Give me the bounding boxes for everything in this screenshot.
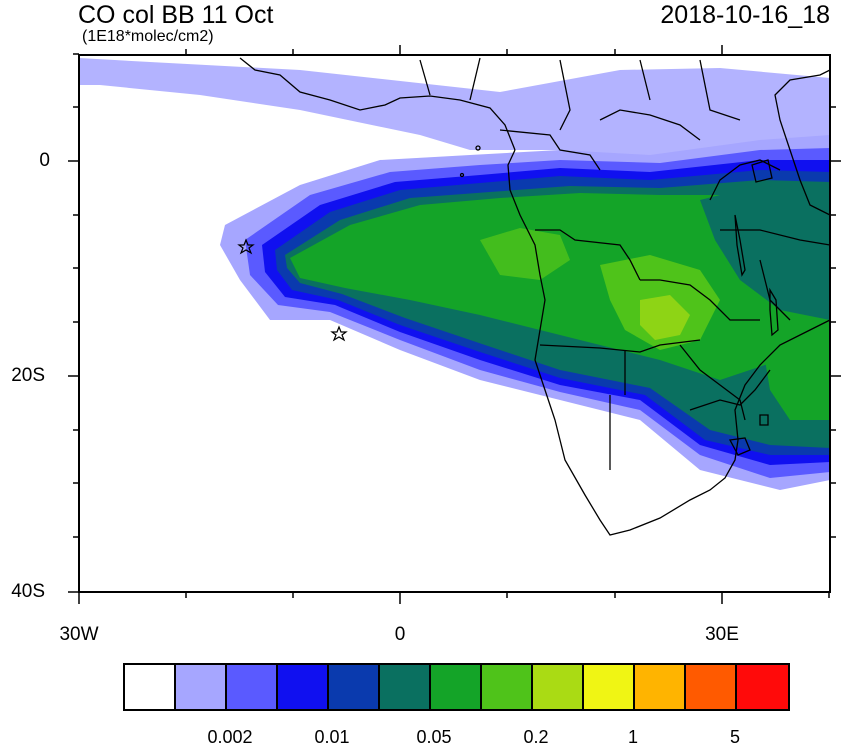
plume-north-light [79,58,830,170]
plume-11 [480,228,570,280]
y-tick-label: 0 [39,150,50,171]
border-14 [469,57,481,101]
colorbar-label: 0.05 [416,727,452,747]
colorbar-box [125,665,176,709]
lake-victoria [751,159,773,183]
x-tick-label: 0 [394,624,406,645]
map-datetime: 2018-10-16_18 [660,1,830,29]
plume-9 [700,185,830,320]
west-africa-coast [239,57,516,151]
colorbar-box [635,665,686,709]
y-tick-label: 40S [11,581,45,602]
border-10 [720,229,830,246]
colorbar-box [176,665,227,709]
plume-10 [760,320,830,420]
swaziland [759,414,769,426]
colorbar-box [482,665,533,709]
colorbar-label: 0.2 [523,727,549,747]
colorbar-box [686,665,737,709]
colorbar-box [737,665,788,709]
site-markers [237,238,348,342]
colorbar-box [329,665,380,709]
co-plume [79,58,830,490]
colorbar-box [380,665,431,709]
x-tick-label: 30E [705,624,739,645]
plume-8 [640,295,690,340]
colorbar-label: 1 [627,727,638,747]
border-9 [709,159,781,201]
colorbar-box [227,665,278,709]
map-units: (1E18*molec/cm2) [82,28,214,45]
colorbar-box [431,665,482,709]
y-tick-label: 20S [11,365,45,386]
border-17 [699,59,741,121]
colorbar-box [584,665,635,709]
island-bioko [475,145,481,151]
lesotho [728,437,751,456]
star-marker [330,325,348,342]
star-marker [237,238,255,255]
border-2 [535,229,641,281]
map-title: CO col BB 11 Oct [78,1,274,29]
x-tick-label: 30W [59,624,99,645]
lake-malawi [769,287,779,337]
east-africa-coast [774,69,830,216]
colorbar-box [533,665,584,709]
colorbar-label: 0.002 [207,727,253,747]
border-1 [499,129,601,171]
colorbar-box [278,665,329,709]
plot-frame [78,54,831,593]
border-7 [679,344,746,421]
coastlines-borders [239,57,830,536]
border-13 [419,59,431,96]
border-16 [639,59,651,101]
border-12 [599,109,701,141]
border-3 [539,339,701,353]
border-6 [640,279,760,321]
border-8 [689,369,771,411]
colorbar [123,663,790,711]
colorbar-label: 0.01 [314,727,350,747]
island-sao-tome [459,172,465,178]
lake-tanganyika [734,214,746,277]
border-15 [559,59,571,131]
colorbar-label: 5 [729,727,740,747]
axis-ticks [68,45,841,604]
africa-coast [507,149,830,536]
map-plot [68,45,841,604]
